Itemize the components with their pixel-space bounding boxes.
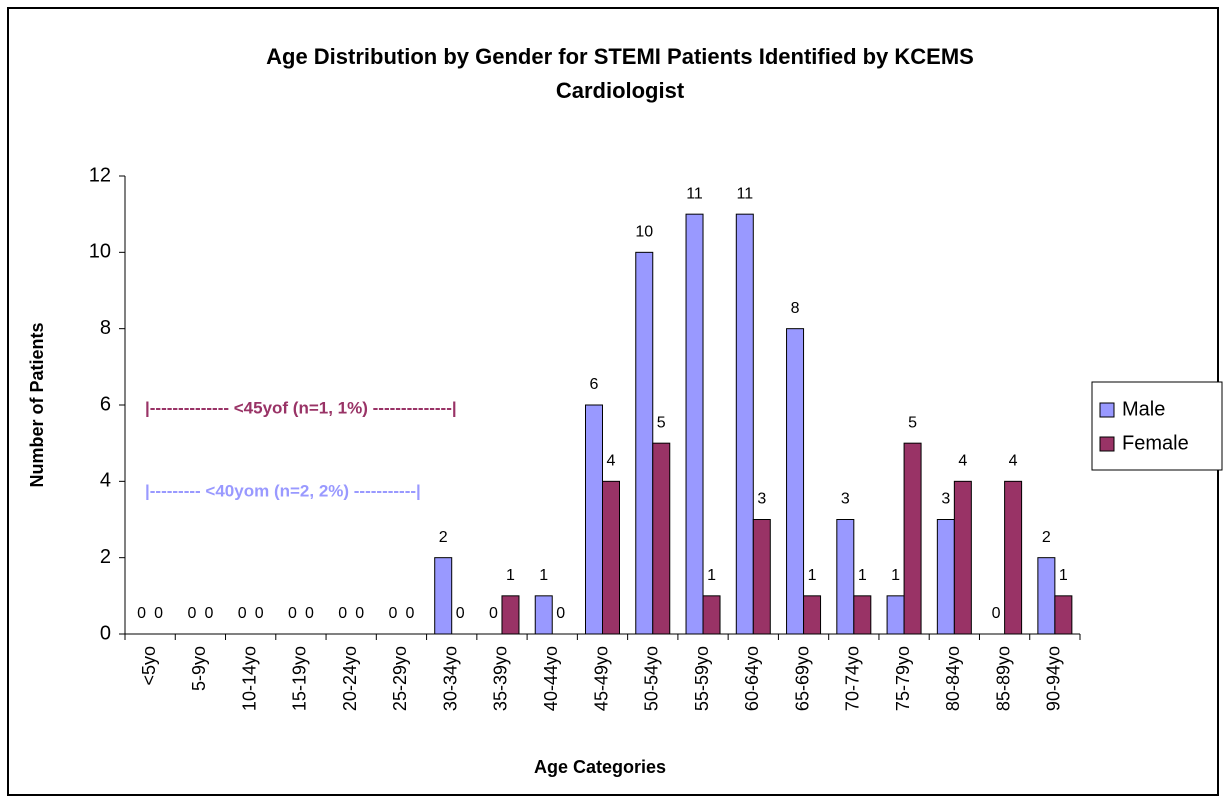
x-tick-label: 10-14yo (239, 646, 259, 711)
data-label: 4 (958, 453, 967, 470)
data-label: 10 (635, 224, 653, 241)
annotation: |-------------- <45yof (n=1, 1%) -------… (145, 398, 457, 417)
data-label: 11 (686, 185, 703, 202)
bar (1054, 595, 1073, 635)
data-label: 2 (439, 529, 448, 546)
data-label: 3 (941, 491, 950, 508)
data-label: 0 (204, 605, 213, 622)
legend-box (1091, 381, 1223, 471)
data-label: 0 (456, 605, 465, 622)
y-tick-label: 6 (100, 393, 111, 415)
data-label: 0 (355, 605, 364, 622)
data-label: 8 (791, 300, 800, 317)
y-tick-label: 12 (89, 164, 111, 186)
bar (501, 595, 520, 635)
bar (702, 595, 721, 635)
bar (735, 213, 754, 635)
data-label: 0 (405, 605, 414, 622)
x-tick-label: 35-39yo (491, 646, 511, 711)
chart-title: Age Distribution by Gender for STEMI Pat… (266, 44, 974, 69)
data-label: 0 (154, 605, 163, 622)
data-label: 1 (808, 567, 817, 584)
bar (853, 595, 872, 635)
bar (585, 404, 603, 635)
x-tick-label: 90-94yo (1044, 646, 1064, 711)
bar (786, 328, 805, 635)
y-tick-label: 10 (89, 241, 111, 263)
bar (534, 595, 553, 635)
data-label: 0 (489, 605, 498, 622)
x-tick-label: 70-74yo (843, 646, 863, 711)
bar (752, 519, 771, 635)
data-label: 0 (556, 605, 565, 622)
bar (803, 595, 822, 635)
bar (1037, 557, 1056, 635)
bar (953, 480, 972, 635)
data-label: 1 (506, 567, 515, 584)
data-label: 5 (657, 414, 666, 431)
data-label: 1 (539, 567, 548, 584)
data-label: 0 (137, 605, 146, 622)
data-label: 1 (891, 567, 900, 584)
bar (685, 213, 704, 635)
y-tick-label: 4 (100, 470, 111, 492)
legend-label: Male (1122, 398, 1165, 420)
x-tick-label: 20-24yo (340, 646, 360, 711)
data-label: 0 (992, 605, 1001, 622)
data-label: 0 (255, 605, 264, 622)
x-tick-label: 30-34yo (440, 646, 460, 711)
x-tick-label: 65-69yo (792, 646, 812, 711)
bar (886, 595, 905, 635)
x-tick-label: 50-54yo (642, 646, 662, 711)
x-tick-label: 75-79yo (893, 646, 913, 711)
x-tick-label: 85-89yo (993, 646, 1013, 711)
data-label: 0 (305, 605, 314, 622)
data-label: 1 (707, 567, 716, 584)
y-axis-title: Number of Patients (27, 322, 47, 487)
y-tick-label: 0 (100, 622, 111, 644)
x-tick-label: 25-29yo (390, 646, 410, 711)
x-tick-label: <5yo (139, 646, 159, 686)
bar (1004, 480, 1023, 635)
bar (903, 442, 922, 635)
chart-title: Cardiologist (556, 78, 685, 103)
bar (434, 557, 453, 635)
data-label: 0 (338, 605, 347, 622)
x-tick-label: 60-64yo (742, 646, 762, 711)
bar (836, 519, 855, 635)
data-label: 11 (736, 185, 753, 202)
data-label: 0 (288, 605, 297, 622)
data-label: 0 (238, 605, 247, 622)
bar (635, 251, 654, 635)
x-tick-label: 5-9yo (189, 646, 209, 691)
data-label: 1 (1059, 567, 1068, 584)
data-label: 2 (1042, 529, 1051, 546)
data-label: 0 (388, 605, 397, 622)
annotation: |--------- <40yom (n=2, 2%) -----------| (145, 481, 421, 500)
legend-swatch (1099, 436, 1115, 452)
data-label: 6 (590, 376, 599, 393)
data-label: 3 (757, 491, 766, 508)
data-label: 1 (858, 567, 867, 584)
bar (936, 519, 955, 635)
x-tick-label: 45-49yo (591, 646, 611, 711)
data-label: 3 (841, 491, 850, 508)
chart-border (7, 7, 1219, 796)
bar (602, 480, 620, 635)
x-tick-label: 80-84yo (943, 646, 963, 711)
x-tick-label: 55-59yo (692, 646, 712, 711)
bar (652, 442, 671, 635)
data-label: 4 (607, 453, 616, 470)
legend-swatch (1099, 402, 1115, 418)
y-tick-label: 8 (100, 317, 111, 339)
legend-label: Female (1122, 432, 1189, 454)
data-label: 4 (1009, 453, 1018, 470)
x-axis-title: Age Categories (534, 757, 666, 777)
x-tick-label: 40-44yo (541, 646, 561, 711)
x-tick-label: 15-19yo (290, 646, 310, 711)
data-label: 5 (908, 414, 917, 431)
y-tick-label: 2 (100, 546, 111, 568)
data-label: 0 (187, 605, 196, 622)
